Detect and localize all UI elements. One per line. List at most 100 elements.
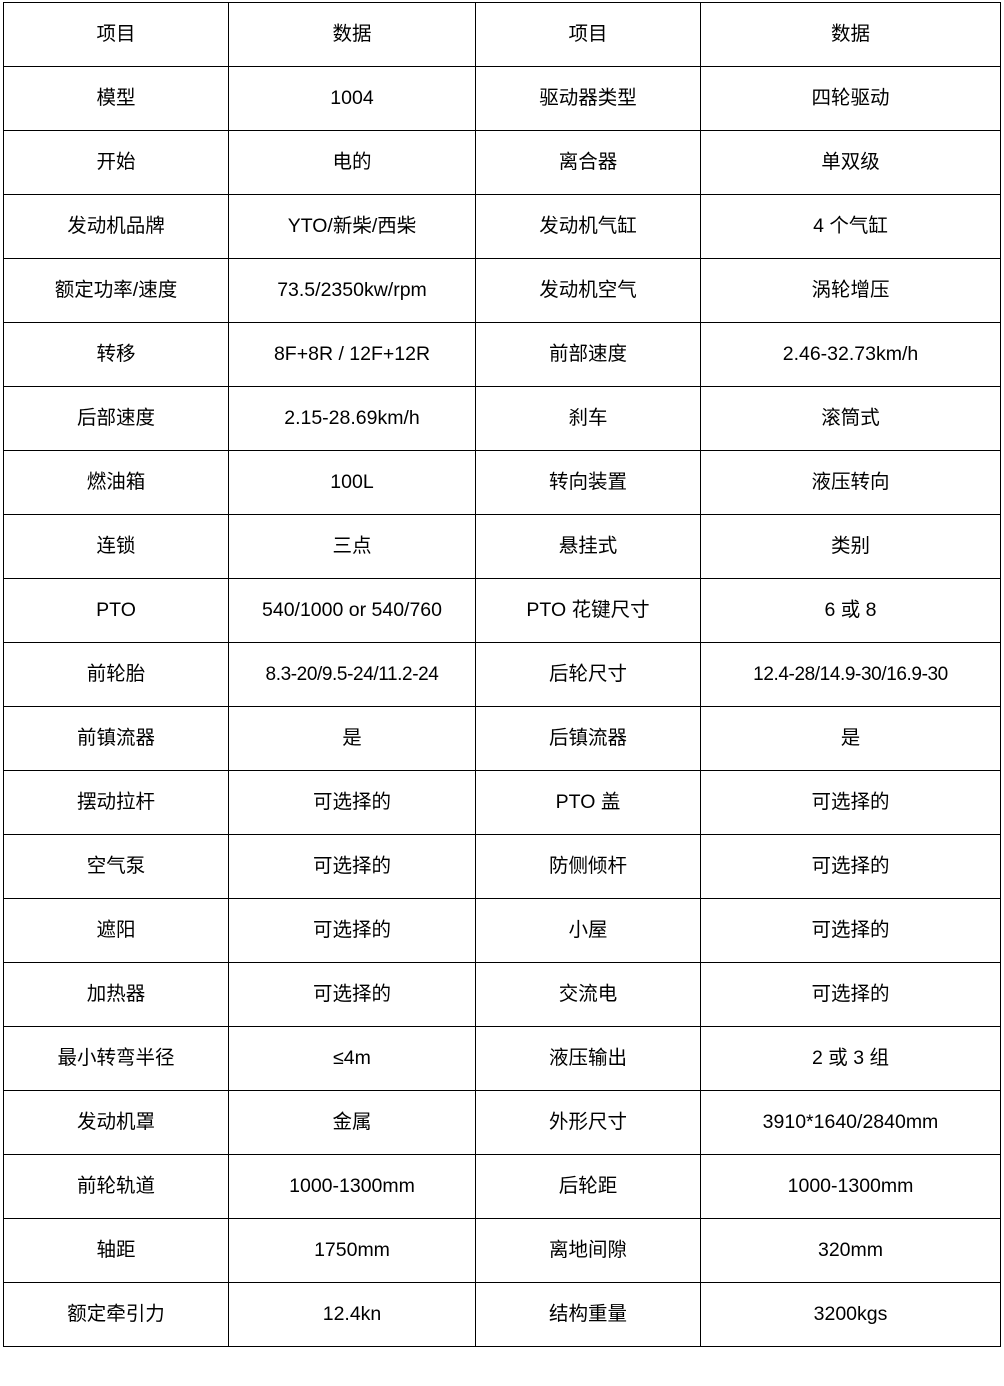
spec-value-right: 涡轮增压 — [700, 258, 1001, 323]
spec-value-left: 73.5/2350kw/rpm — [228, 258, 476, 323]
table-header-row: 项目 数据 项目 数据 — [3, 2, 1001, 67]
table-row: 额定功率/速度 73.5/2350kw/rpm 发动机空气 涡轮增压 — [3, 258, 1001, 323]
spec-label-right: 离合器 — [475, 130, 701, 195]
spec-label-left: 最小转弯半径 — [3, 1026, 229, 1091]
spec-label-left: 转移 — [3, 322, 229, 387]
table-row: 摆动拉杆 可选择的 PTO 盖可选择的 — [3, 770, 1001, 835]
spec-label-right: 发动机气缸 — [475, 194, 701, 259]
spec-label-left: 前轮胎 — [3, 642, 229, 707]
spec-value-left: 8.3-20/9.5-24/11.2-24 — [228, 642, 476, 707]
spec-value-left: YTO/新柴/西柴 — [228, 194, 476, 259]
table-row: 开始 电的 离合器 单双级 — [3, 130, 1001, 195]
spec-value-left: 金属 — [228, 1090, 476, 1155]
spec-value-right: 4 个气缸 — [700, 194, 1001, 259]
table-row: 连锁 三点 悬挂式 类别 — [3, 514, 1001, 579]
table-row: 后部速度 2.15-28.69km/h 刹车 滚筒式 — [3, 386, 1001, 451]
table-row: 发动机罩 金属 外形尺寸 3910*1640/2840mm — [3, 1090, 1001, 1155]
table-row: 燃油箱 100L 转向装置 液压转向 — [3, 450, 1001, 515]
spec-value-left: 三点 — [228, 514, 476, 579]
spec-value-left: 2.15-28.69km/h — [228, 386, 476, 451]
table-head: 项目 数据 项目 数据 — [3, 2, 1001, 67]
spec-label-right: 前部速度 — [475, 322, 701, 387]
spec-value-left: 可选择的 — [228, 898, 476, 963]
table-row: 转移 8F+8R / 12F+12R 前部速度 2.46-32.73km/h — [3, 322, 1001, 387]
table-row: 发动机品牌 YTO/新柴/西柴 发动机气缸 4 个气缸 — [3, 194, 1001, 259]
spec-value-right: 6 或 8 — [700, 578, 1001, 643]
spec-value-left: 可选择的 — [228, 770, 476, 835]
spec-label-left: 轴距 — [3, 1218, 229, 1283]
spec-label-right: 离地间隙 — [475, 1218, 701, 1283]
spec-label-left: 空气泵 — [3, 834, 229, 899]
spec-label-left: 额定牵引力 — [3, 1282, 229, 1347]
spec-label-left: 前轮轨道 — [3, 1154, 229, 1219]
spec-value-right: 1000-1300mm — [700, 1154, 1001, 1219]
spec-value-left: 1750mm — [228, 1218, 476, 1283]
spec-label-left: 发动机品牌 — [3, 194, 229, 259]
spec-label-right: 发动机空气 — [475, 258, 701, 323]
spec-label-left: 模型 — [3, 66, 229, 131]
spec-label-right: 后镇流器 — [475, 706, 701, 771]
spec-label-right: 外形尺寸 — [475, 1090, 701, 1155]
table-row: PTO 540/1000 or 540/760 PTO 花键尺寸 6 或 8 — [3, 578, 1001, 643]
column-header-item-right: 项目 — [475, 2, 701, 67]
spec-label-right: 驱动器类型 — [475, 66, 701, 131]
spec-label-left: PTO — [3, 578, 229, 643]
spec-label-left: 遮阳 — [3, 898, 229, 963]
table-row: 模型 1004 驱动器类型 四轮驱动 — [3, 66, 1001, 131]
spec-label-left: 后部速度 — [3, 386, 229, 451]
table-row: 空气泵 可选择的 防侧倾杆 可选择的 — [3, 834, 1001, 899]
table-body: 模型 1004 驱动器类型 四轮驱动 开始 电的 离合器 单双级 发动机品牌 YTO/新柴/西柴发… — [3, 66, 1001, 1347]
spec-value-right: 是 — [700, 706, 1001, 771]
table-row: 轴距 1750mm 离地间隙 320mm — [3, 1218, 1001, 1283]
spec-value-left: 540/1000 or 540/760 — [228, 578, 476, 643]
spec-value-left: 12.4kn — [228, 1282, 476, 1347]
spec-label-right: 悬挂式 — [475, 514, 701, 579]
spec-value-right: 2 或 3 组 — [700, 1026, 1001, 1091]
spec-label-left: 额定功率/速度 — [3, 258, 229, 323]
spec-value-right: 3910*1640/2840mm — [700, 1090, 1001, 1155]
spec-label-left: 发动机罩 — [3, 1090, 229, 1155]
spec-value-right: 滚筒式 — [700, 386, 1001, 451]
column-header-data-left: 数据 — [228, 2, 476, 67]
spec-value-left: 电的 — [228, 130, 476, 195]
spec-label-right: 小屋 — [475, 898, 701, 963]
spec-label-left: 前镇流器 — [3, 706, 229, 771]
spec-label-left: 开始 — [3, 130, 229, 195]
spec-value-left: 1004 — [228, 66, 476, 131]
spec-value-right: 320mm — [700, 1218, 1001, 1283]
spec-value-right: 液压转向 — [700, 450, 1001, 515]
column-header-data-right: 数据 — [700, 2, 1001, 67]
spec-label-left: 连锁 — [3, 514, 229, 579]
table-row: 前镇流器是后镇流器是 — [3, 706, 1001, 771]
column-header-item-left: 项目 — [3, 2, 229, 67]
table-row: 加热器 可选择的 交流电 可选择的 — [3, 962, 1001, 1027]
spec-value-left: 1000-1300mm — [228, 1154, 476, 1219]
spec-value-right: 可选择的 — [700, 898, 1001, 963]
specification-table: 项目 数据 项目 数据 模型 1004 驱动器类型 四轮驱动 开始 电的 离合器 单双级 发动机… — [3, 2, 1001, 1347]
spec-label-left: 燃油箱 — [3, 450, 229, 515]
spec-value-right: 四轮驱动 — [700, 66, 1001, 131]
spec-label-right: 交流电 — [475, 962, 701, 1027]
table-row: 前轮轨道 1000-1300mm 后轮距 1000-1300mm — [3, 1154, 1001, 1219]
spec-value-left: 可选择的 — [228, 962, 476, 1027]
spec-value-left: 100L — [228, 450, 476, 515]
table-row: 最小转弯半径 ≤4m 液压输出 2 或 3 组 — [3, 1026, 1001, 1091]
spec-label-right: 后轮距 — [475, 1154, 701, 1219]
spec-label-right: PTO 盖 — [475, 770, 701, 835]
spec-label-right: 后轮尺寸 — [475, 642, 701, 707]
table-row: 额定牵引力 12.4kn 结构重量 3200kgs — [3, 1282, 1001, 1347]
spec-label-right: PTO 花键尺寸 — [475, 578, 701, 643]
spec-value-left: 8F+8R / 12F+12R — [228, 322, 476, 387]
table-row: 遮阳 可选择的 小屋 可选择的 — [3, 898, 1001, 963]
spec-value-left: 可选择的 — [228, 834, 476, 899]
spec-value-right: 3200kgs — [700, 1282, 1001, 1347]
spec-value-left: ≤4m — [228, 1026, 476, 1091]
spec-label-right: 结构重量 — [475, 1282, 701, 1347]
spec-value-right: 单双级 — [700, 130, 1001, 195]
spec-label-left: 摆动拉杆 — [3, 770, 229, 835]
spec-value-right: 12.4-28/14.9-30/16.9-30 — [700, 642, 1001, 707]
table-row: 前轮胎 8.3-20/9.5-24/11.2-24 后轮尺寸 12.4-28/14.9… — [3, 642, 1001, 707]
spec-label-left: 加热器 — [3, 962, 229, 1027]
spec-value-right: 2.46-32.73km/h — [700, 322, 1001, 387]
spec-label-right: 刹车 — [475, 386, 701, 451]
